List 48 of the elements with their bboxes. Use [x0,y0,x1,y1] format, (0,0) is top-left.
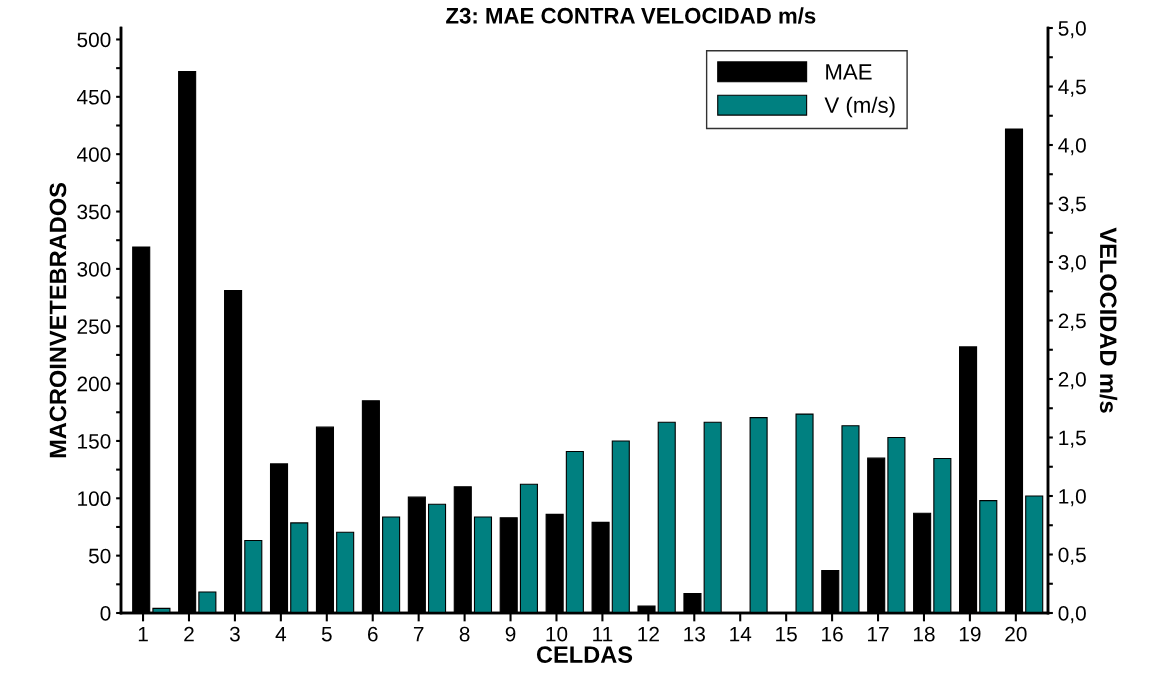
x-tick-label: 8 [459,626,470,642]
x-tick-label: 6 [368,626,378,642]
y-tick-label: 300 [77,261,111,277]
y2-tick-label: 4,5 [1058,79,1086,97]
y-tick-label: 150 [78,433,111,449]
x-tick-label: 14 [730,626,752,642]
y2-tick-label: 2,5 [1058,313,1086,331]
y2-tick-label: 5,0 [1058,21,1086,39]
x-tick-label: 10 [546,626,568,642]
y2-tick-label: 1,5 [1059,430,1086,448]
x-tick-label: 13 [684,626,705,642]
legend-label: V (m/s) [824,96,895,118]
y-axis-title: MACROINVETEBRADOS [49,183,67,458]
x-tick-label: 2 [184,626,194,642]
chart-title: Z3: MAE CONTRA VELOCIDAD m/s [446,7,816,24]
y-tick-label: 250 [77,319,111,334]
y2-tick-label: 1,0 [1059,489,1086,507]
x-tick-label: 11 [593,626,613,642]
x-tick-label: 4 [275,626,287,642]
x-tick-label: 19 [959,626,981,642]
y-tick-label: 100 [78,491,111,507]
y-tick-label: 500 [77,32,111,48]
x-tick-label: 16 [822,626,843,642]
y-tick-label: 350 [77,204,111,220]
x-tick-label: 17 [868,626,889,642]
x-tick-label: 5 [321,626,332,642]
y2-tick-label: 0,0 [1058,606,1086,624]
x-tick-label: 15 [776,626,797,642]
legend-label: MAE [826,64,872,80]
y-tick-label: 400 [77,147,111,162]
x-axis-title: CELDAS [536,646,633,663]
x-tick-label: 1 [138,626,148,642]
y2-tick-label: 3,0 [1058,255,1086,273]
y-tick-label: 0 [100,606,111,621]
y2-tick-label: 0,5 [1058,547,1086,565]
y2-tick-label: 4,0 [1058,138,1086,156]
x-tick-label: 12 [638,626,659,642]
y2-tick-label: 3,5 [1058,196,1086,214]
x-tick-label: 9 [505,626,516,642]
y-tick-label: 450 [77,89,111,105]
y2-tick-label: 2,0 [1058,372,1086,390]
y-tick-label: 50 [88,548,111,564]
x-tick-label: 18 [913,626,935,642]
x-tick-label: 20 [1005,626,1027,642]
y2-axis-title: VELOCIDAD m/s [1099,227,1118,413]
x-tick-label: 7 [413,626,424,642]
x-tick-label: 3 [229,626,240,642]
y-tick-label: 200 [77,376,111,392]
